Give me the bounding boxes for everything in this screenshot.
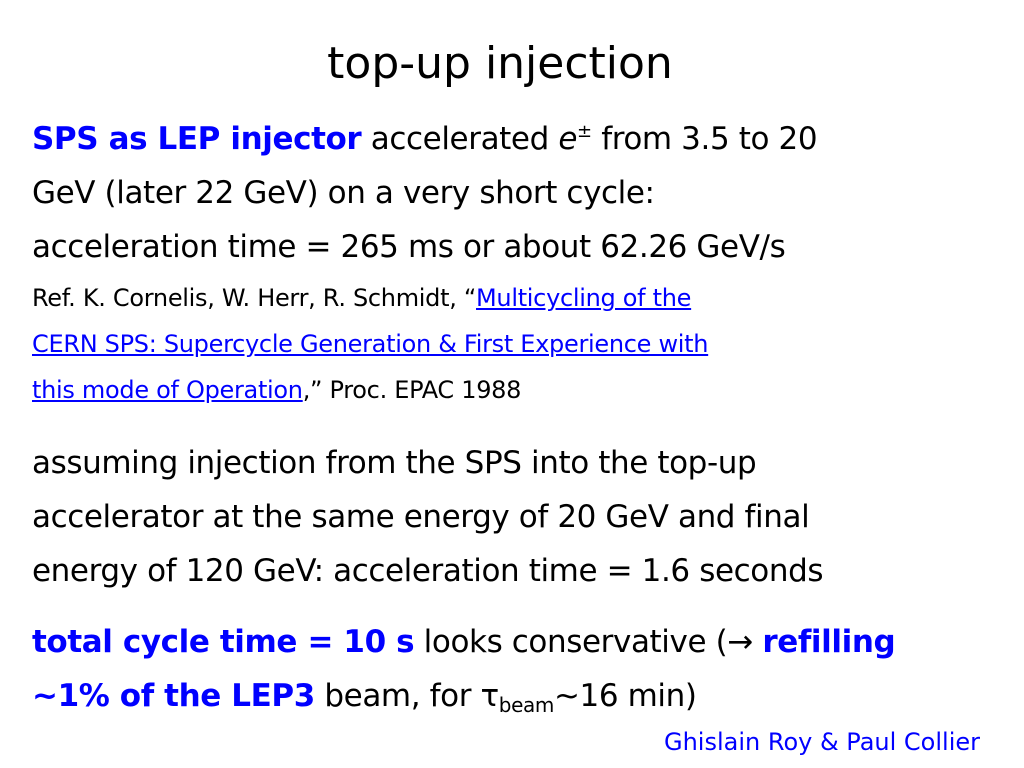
reference-link-part1[interactable]: Multicycling of the [476, 284, 692, 312]
p2-line2: accelerator at the same energy of 20 GeV… [32, 499, 810, 535]
p3-line2: ~1% of the LEP3 beam, for τbeam~16 min) [32, 669, 1012, 723]
reference-link-part2[interactable]: CERN SPS: Supercycle Generation & First … [32, 330, 709, 358]
author-credit: Ghislain Roy & Paul Collier [663, 728, 980, 756]
p1-line1: SPS as LEP injector accelerated e± from … [32, 112, 1012, 166]
p1-line2: GeV (later 22 GeV) on a very short cycle… [32, 175, 655, 211]
ref-suffix: ,” Proc. EPAC 1988 [302, 376, 522, 404]
reference-paragraph: Ref. K. Cornelis, W. Herr, R. Schmidt, “… [32, 275, 1012, 413]
p3-text-b: beam, for [324, 678, 472, 714]
p2-line1: assuming injection from the SPS into the… [32, 445, 757, 481]
p1-text-b: from 3.5 to 20 [601, 121, 818, 157]
p1-text-a: accelerated [370, 121, 549, 157]
ref-line3: this mode of Operation,” Proc. EPAC 1988 [32, 367, 1012, 413]
particle-symbol: e [558, 121, 578, 157]
cycle-time-highlight: total cycle time = 10 s [32, 624, 415, 660]
ref-line1: Ref. K. Cornelis, W. Herr, R. Schmidt, “… [32, 275, 1012, 321]
p3-text-c: ~16 min) [553, 678, 697, 714]
p1-line3: acceleration time = 265 ms or about 62.2… [32, 229, 786, 265]
p3-line1: total cycle time = 10 s looks conservati… [32, 615, 1012, 669]
sps-injector-paragraph: SPS as LEP injector accelerated e± from … [32, 112, 1012, 274]
slide-title: top-up injection [327, 38, 673, 89]
lep3-highlight: ~1% of the LEP3 [32, 678, 315, 714]
tau-beam-sub: beam [498, 693, 555, 717]
particle-charge-sup: ± [577, 121, 592, 142]
p3-text-a: looks conservative (→ [423, 624, 754, 660]
ref-line2: CERN SPS: Supercycle Generation & First … [32, 321, 1012, 367]
ref-prefix: Ref. K. Cornelis, W. Herr, R. Schmidt, “ [32, 284, 477, 312]
p2-line3: energy of 120 GeV: acceleration time = 1… [32, 553, 824, 589]
tau-symbol: τ [480, 678, 500, 714]
refilling-highlight: refilling [762, 624, 896, 660]
sps-injector-highlight: SPS as LEP injector [32, 121, 362, 157]
top-up-assumption-paragraph: assuming injection from the SPS into the… [32, 436, 1012, 598]
cycle-time-paragraph: total cycle time = 10 s looks conservati… [32, 615, 1012, 723]
reference-link-part3[interactable]: this mode of Operation [32, 376, 303, 404]
